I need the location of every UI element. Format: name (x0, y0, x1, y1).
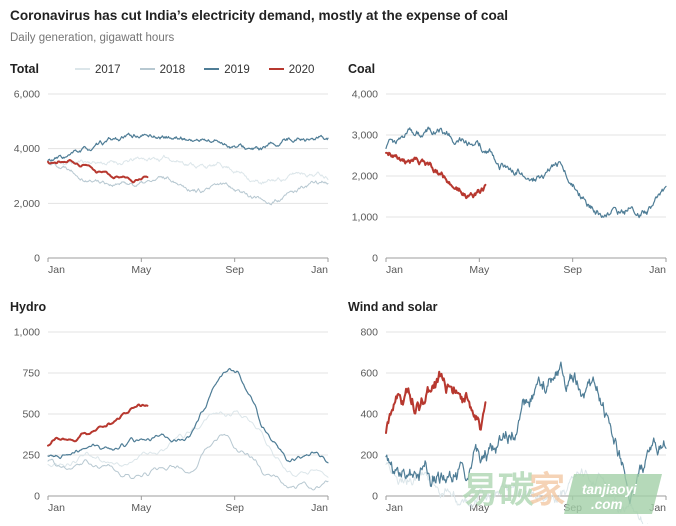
svg-text:May: May (131, 264, 152, 276)
svg-text:500: 500 (22, 409, 40, 421)
svg-text:400: 400 (360, 409, 378, 421)
svg-text:May: May (131, 502, 152, 514)
svg-text:4,000: 4,000 (352, 89, 378, 101)
svg-text:Sep: Sep (225, 502, 244, 514)
svg-text:Jan: Jan (311, 264, 328, 276)
svg-text:Jan: Jan (48, 502, 65, 514)
svg-text:1,000: 1,000 (352, 212, 378, 224)
svg-text:2,000: 2,000 (14, 198, 40, 210)
svg-text:750: 750 (22, 368, 40, 380)
svg-text:May: May (469, 264, 490, 276)
svg-text:0: 0 (372, 491, 378, 503)
svg-text:Jan: Jan (386, 502, 403, 514)
svg-text:4,000: 4,000 (14, 143, 40, 155)
svg-text:3,000: 3,000 (352, 130, 378, 142)
svg-text:家: 家 (529, 469, 565, 510)
svg-text:1,000: 1,000 (14, 327, 40, 339)
svg-text:2,000: 2,000 (352, 171, 378, 183)
svg-text:200: 200 (360, 450, 378, 462)
svg-text:Jan: Jan (649, 264, 666, 276)
svg-text:250: 250 (22, 450, 40, 462)
svg-text:Sep: Sep (563, 264, 582, 276)
svg-text:Sep: Sep (225, 264, 244, 276)
svg-text:0: 0 (372, 253, 378, 265)
svg-text:tanjiaoyi: tanjiaoyi (582, 482, 637, 497)
svg-text:.com: .com (591, 497, 623, 512)
svg-text:600: 600 (360, 368, 378, 380)
svg-text:Jan: Jan (311, 502, 328, 514)
svg-text:6,000: 6,000 (14, 89, 40, 101)
svg-text:0: 0 (34, 253, 40, 265)
svg-text:800: 800 (360, 327, 378, 339)
svg-text:易碳: 易碳 (462, 469, 535, 510)
svg-text:0: 0 (34, 491, 40, 503)
svg-text:Jan: Jan (48, 264, 65, 276)
svg-text:Jan: Jan (386, 264, 403, 276)
